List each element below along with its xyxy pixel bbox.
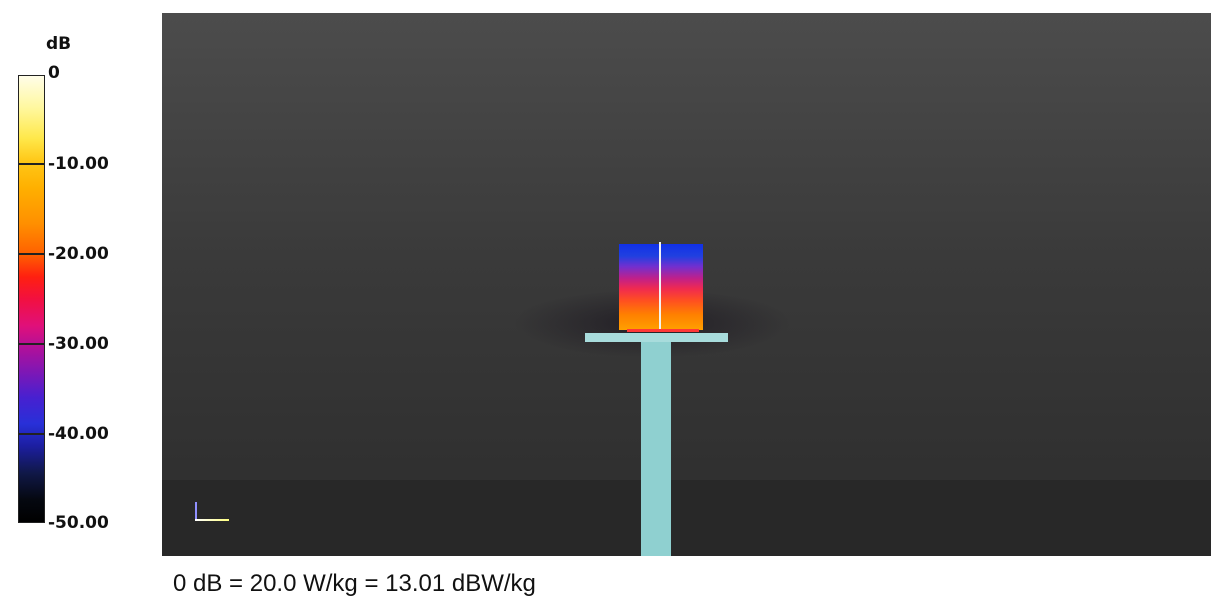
- reference-caption: 0 dB = 20.0 W/kg = 13.01 dBW/kg: [173, 570, 536, 597]
- probe-line: [659, 242, 661, 332]
- colorbar-tick-line: [18, 433, 45, 435]
- field-distribution-block: [619, 244, 703, 330]
- colorbar-tick-line: [18, 163, 45, 165]
- simulation-viewport[interactable]: [162, 13, 1211, 556]
- device-ground-plate: [585, 333, 728, 342]
- axis-x-indicator-icon: [195, 519, 229, 521]
- block-base-edge: [627, 329, 699, 332]
- colorbar-tick-line: [18, 253, 45, 255]
- colorbar-tick-label-5: -50.00: [48, 513, 109, 533]
- colorbar-unit-label: dB: [46, 34, 72, 54]
- colorbar-tick-label-3: -30.00: [48, 334, 109, 354]
- colorbar-tick-label-0: 0: [48, 63, 60, 83]
- colorbar-tick-label-4: -40.00: [48, 424, 109, 444]
- colorbar-tick-label-2: -20.00: [48, 244, 109, 264]
- colorbar-tick-line: [18, 343, 45, 345]
- axis-y-indicator-icon: [195, 502, 197, 520]
- colorbar-tick-label-1: -10.00: [48, 154, 109, 174]
- viewport-floor-band: [162, 480, 1211, 556]
- colorbar: [18, 75, 45, 523]
- device-stem: [641, 342, 671, 556]
